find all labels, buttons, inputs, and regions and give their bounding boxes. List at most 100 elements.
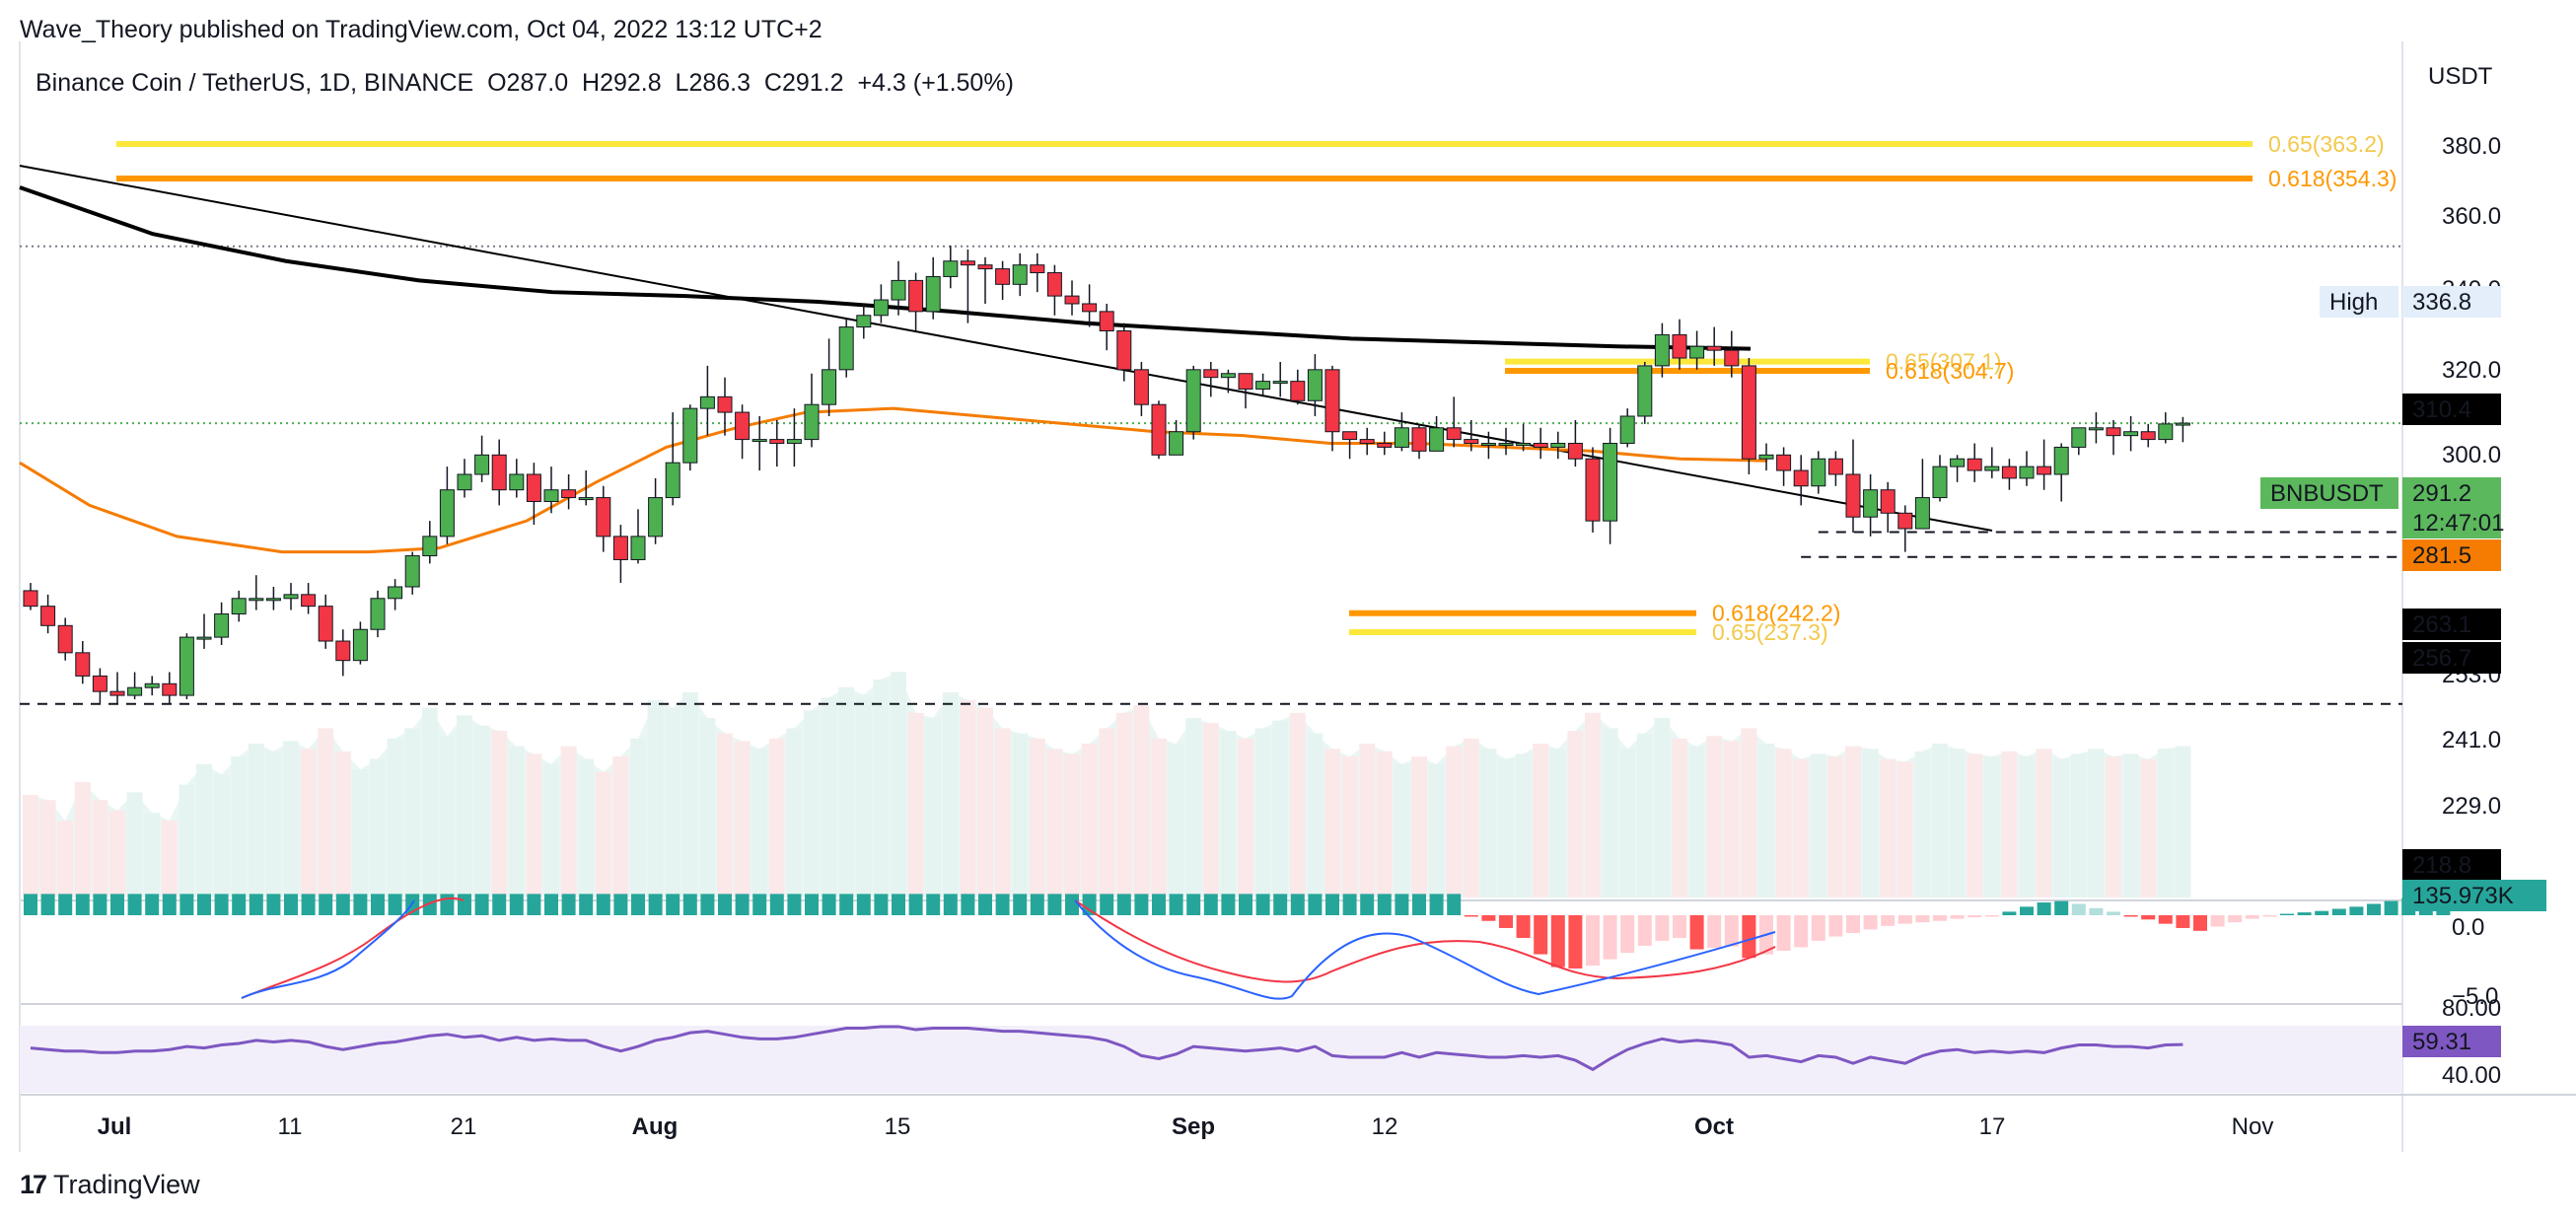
candle-body xyxy=(717,395,733,413)
candle-body xyxy=(1533,443,1548,448)
macd-histogram-bar xyxy=(353,894,368,915)
volume-bar xyxy=(387,738,403,897)
macd-histogram-bar xyxy=(1030,894,1044,915)
candle-body xyxy=(925,275,941,313)
macd-histogram-bar xyxy=(1846,915,1860,933)
candle-body xyxy=(1845,473,1861,518)
volume-bar xyxy=(1585,712,1601,897)
macd-histogram-bar xyxy=(648,894,663,915)
candle-body xyxy=(838,326,854,371)
price-tag-value: 281.5 xyxy=(2412,542,2471,569)
tradingview-brand[interactable]: 17 TradingView xyxy=(20,1170,200,1200)
volume-bar xyxy=(1115,712,1132,897)
candle-body xyxy=(596,497,611,538)
candle-body xyxy=(1324,369,1340,433)
price-tag-value: 135.973K xyxy=(2412,883,2514,909)
macd-signal-line-2 xyxy=(1074,899,1776,983)
volume-bar xyxy=(1411,756,1427,897)
macd-histogram-bar xyxy=(1412,894,1426,915)
volume-bar xyxy=(196,763,212,897)
candle-body xyxy=(1464,439,1479,445)
candle-body xyxy=(1706,345,1722,351)
volume-bar xyxy=(1133,705,1150,897)
candle-body xyxy=(1238,373,1253,390)
candle-body xyxy=(1550,443,1566,448)
macd-histogram-bar xyxy=(1342,894,1357,915)
volume-bar xyxy=(855,694,872,897)
time-axis-tick: 21 xyxy=(451,1113,477,1140)
candle-body xyxy=(1914,497,1930,530)
macd-histogram-bar xyxy=(735,894,750,915)
currency-unit[interactable]: USDT xyxy=(2428,63,2493,90)
candle-body xyxy=(2001,466,2017,479)
volume-bar xyxy=(1636,733,1653,897)
candle-body xyxy=(2140,431,2156,441)
symbol-name[interactable]: Binance Coin / TetherUS, 1D, BINANCE xyxy=(36,69,474,97)
macd-signal-line xyxy=(241,896,465,999)
macd-histogram-bar xyxy=(2002,911,2017,915)
volume-bar xyxy=(1723,741,1740,897)
candle-body xyxy=(301,594,317,608)
macd-histogram-bar xyxy=(579,894,594,915)
macd-histogram-bar xyxy=(2089,907,2104,915)
rsi-axis-tick: 40.00 xyxy=(2442,1062,2501,1089)
volume-bar xyxy=(74,782,91,897)
macd-line xyxy=(241,899,415,999)
candle-body xyxy=(2175,422,2190,426)
macd-histogram-bar xyxy=(301,894,316,915)
candle-body xyxy=(735,411,751,441)
price-axis-tick: 229.0 xyxy=(2442,793,2501,820)
volume-bar xyxy=(248,744,264,897)
publish-header: Wave_Theory published on TradingView.com… xyxy=(20,16,823,43)
volume-bar xyxy=(1012,733,1029,897)
price-tag-value: 218.8 xyxy=(2412,852,2471,879)
price-tag: 310.4 xyxy=(2402,394,2501,425)
candle-body xyxy=(1950,458,1966,467)
volume-bar xyxy=(1549,749,1566,897)
candle-body xyxy=(630,536,646,560)
macd-histogram-bar xyxy=(682,894,697,915)
candle-body xyxy=(1967,458,1982,471)
macd-axis-tick: −5.0 xyxy=(2452,983,2498,1010)
time-axis-tick: 15 xyxy=(885,1113,911,1140)
candle-body xyxy=(2088,427,2104,431)
macd-histogram-bar xyxy=(2193,915,2207,931)
volume-bar xyxy=(1654,718,1671,897)
volume-bar xyxy=(612,756,629,897)
candle-body xyxy=(1741,365,1756,460)
volume-bar xyxy=(1428,763,1445,897)
candle-body xyxy=(2071,427,2087,448)
macd-histogram-bar xyxy=(2349,906,2364,915)
price-tag-value: 256.7 xyxy=(2412,645,2471,672)
macd-histogram-bar xyxy=(631,894,645,915)
candle-body xyxy=(1672,333,1687,359)
volume-bar xyxy=(126,792,143,897)
macd-histogram-bar xyxy=(2245,915,2259,919)
candle-body xyxy=(1342,431,1358,441)
volume-bar xyxy=(352,769,369,897)
volume-bar xyxy=(421,707,438,897)
price-tag: 263.1 xyxy=(2402,609,2501,640)
macd-histogram-bar xyxy=(492,894,507,915)
volume-bar xyxy=(1775,749,1792,897)
macd-histogram-bar xyxy=(249,894,263,915)
macd-histogram-bar xyxy=(874,894,889,915)
candle-body xyxy=(1811,458,1826,487)
macd-histogram-bar xyxy=(319,894,333,915)
volume-bar xyxy=(334,751,351,897)
time-axis-tick: 17 xyxy=(1979,1113,2006,1140)
candle-body xyxy=(561,489,577,499)
sma-200-line xyxy=(19,185,1752,351)
macd-histogram-bar xyxy=(666,894,680,915)
candle-body xyxy=(318,606,333,642)
candle-body xyxy=(1116,330,1132,371)
price-tag-bg xyxy=(2402,394,2501,425)
macd-histogram-bar xyxy=(1186,894,1201,915)
descending-trendline xyxy=(19,165,1993,532)
price-tag: 135.973K xyxy=(2402,880,2546,911)
candle-body xyxy=(1394,427,1409,448)
macd-histogram-bar xyxy=(1203,894,1218,915)
volume-bar xyxy=(681,692,698,897)
volume-bar xyxy=(2122,753,2139,897)
